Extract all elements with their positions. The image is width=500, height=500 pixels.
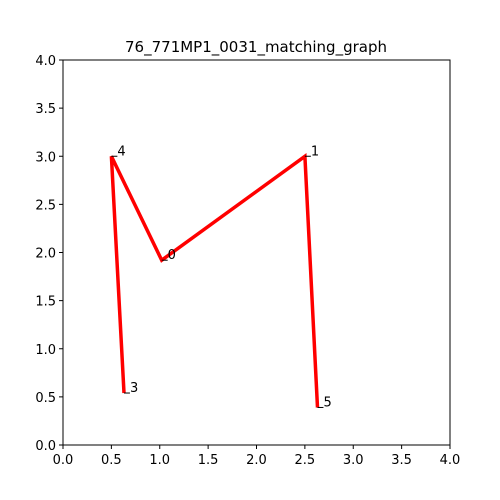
x-tick-label: 2.0 xyxy=(246,453,267,468)
x-tick-label: 4.0 xyxy=(440,453,461,468)
y-tick-label: 2.5 xyxy=(35,198,56,213)
y-tick-label: 0.5 xyxy=(35,391,56,406)
x-tick-label: 1.0 xyxy=(149,453,170,468)
y-tick-label: 3.0 xyxy=(35,150,56,165)
x-tick-label: 3.5 xyxy=(391,453,412,468)
node-label: 5 xyxy=(323,395,331,410)
y-tick-label: 4.0 xyxy=(35,54,56,69)
node-label: 1 xyxy=(311,144,319,159)
y-tick-label: 1.5 xyxy=(35,295,56,310)
plot-frame xyxy=(62,59,451,446)
x-tick-label: 1.5 xyxy=(198,453,219,468)
node-label: 3 xyxy=(130,381,138,396)
x-tick-label: 0.0 xyxy=(53,453,74,468)
x-axis: 0.0 0.5 1.0 1.5 2.0 2.5 3.0 3.5 4.0 xyxy=(53,445,461,468)
x-tick-label: 2.5 xyxy=(295,453,316,468)
node-labels: 0 1 3 4 5 xyxy=(111,144,332,410)
y-tick-label: 3.5 xyxy=(35,102,56,117)
x-tick-label: 3.0 xyxy=(343,453,364,468)
node-label: 0 xyxy=(168,248,176,263)
y-tick-label: 0.0 xyxy=(35,439,56,454)
y-axis: 0.0 0.5 1.0 1.5 2.0 2.5 3.0 3.5 4.0 xyxy=(35,54,63,454)
y-tick-label: 1.0 xyxy=(35,343,56,358)
node-label: 4 xyxy=(117,144,125,159)
chart-title: 76_771MP1_0031_matching_graph xyxy=(125,38,387,57)
x-tick-label: 0.5 xyxy=(101,453,122,468)
y-tick-label: 2.0 xyxy=(35,247,56,262)
